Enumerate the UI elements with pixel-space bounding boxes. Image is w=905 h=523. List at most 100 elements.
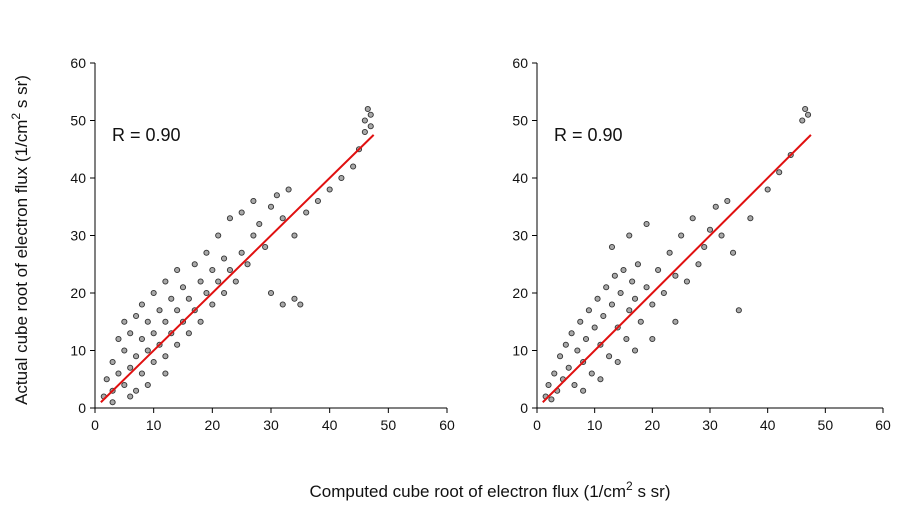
point [776, 169, 783, 176]
point [367, 123, 374, 130]
label-part: Actual cube root of electron flux (1/cm [12, 120, 31, 405]
point [279, 215, 286, 222]
point [209, 266, 216, 274]
point [127, 393, 134, 400]
y-tick-label: 20 [70, 285, 86, 301]
point [133, 353, 140, 360]
y-tick-label: 40 [512, 170, 528, 186]
point [735, 307, 742, 314]
point [121, 318, 128, 325]
point [367, 111, 374, 118]
point [226, 266, 233, 274]
point [611, 272, 618, 279]
fit-line [542, 134, 812, 403]
point [649, 335, 656, 343]
point [548, 396, 555, 403]
point [174, 266, 181, 274]
point [144, 347, 151, 354]
x-tick-label: 20 [205, 417, 221, 433]
x-tick-label: 50 [818, 417, 834, 433]
point [191, 261, 198, 268]
point [678, 232, 685, 239]
point [314, 197, 321, 205]
point [672, 318, 679, 325]
point [156, 307, 163, 314]
point [133, 387, 140, 394]
point [571, 381, 578, 389]
point [109, 399, 116, 406]
point [185, 295, 192, 302]
point [557, 353, 564, 360]
point [649, 301, 656, 308]
point [672, 272, 679, 279]
point [545, 381, 552, 389]
point [588, 370, 595, 377]
point [364, 105, 371, 113]
point [197, 278, 204, 285]
x-tick-label: 10 [146, 417, 162, 433]
point [701, 243, 708, 251]
point [660, 289, 667, 297]
x-label: Computed cube root of electron flux (1/c… [309, 479, 670, 501]
y-tick-label: 30 [70, 228, 86, 244]
point [565, 364, 572, 371]
point [185, 330, 192, 337]
point [626, 232, 633, 239]
point [232, 278, 239, 285]
point [631, 295, 639, 302]
y-tick-label: 60 [512, 55, 528, 71]
point [594, 295, 601, 302]
point [115, 370, 122, 377]
point [262, 243, 269, 251]
point [643, 220, 650, 228]
point [631, 347, 639, 354]
point [591, 324, 598, 331]
point [689, 215, 696, 222]
point [285, 186, 292, 193]
point [683, 278, 690, 285]
label-part: s sr) [633, 482, 671, 501]
x-tick-label: 40 [322, 417, 338, 433]
point [804, 111, 812, 118]
point [350, 163, 357, 170]
point [162, 278, 169, 285]
y-tick-label: 30 [512, 228, 528, 244]
point [121, 347, 128, 354]
point [267, 203, 275, 210]
point [127, 330, 134, 337]
point [802, 105, 809, 113]
y-tick-label: 60 [70, 55, 86, 71]
point [617, 289, 624, 297]
point [582, 335, 590, 343]
point [600, 312, 607, 320]
point [568, 330, 575, 337]
point [138, 335, 145, 343]
point [138, 370, 145, 377]
point [712, 203, 719, 210]
x-tick-label: 20 [645, 417, 661, 433]
point [279, 301, 286, 308]
point [133, 312, 140, 320]
point [799, 117, 806, 124]
point [577, 318, 584, 325]
x-tick-label: 0 [91, 417, 99, 433]
y-tick-label: 20 [512, 285, 528, 301]
point [291, 232, 298, 239]
point [109, 358, 116, 366]
point [215, 232, 222, 239]
point [303, 209, 310, 216]
fit-line [100, 134, 375, 403]
y-tick-label: 10 [512, 343, 528, 359]
label-part: s sr) [12, 75, 31, 113]
point [620, 266, 627, 274]
point [585, 307, 592, 314]
point [603, 284, 610, 291]
point [144, 318, 151, 325]
point [168, 295, 175, 302]
point [551, 370, 558, 377]
point [326, 186, 333, 193]
point [606, 353, 613, 360]
y-tick-label: 10 [70, 343, 86, 359]
point [138, 301, 145, 308]
